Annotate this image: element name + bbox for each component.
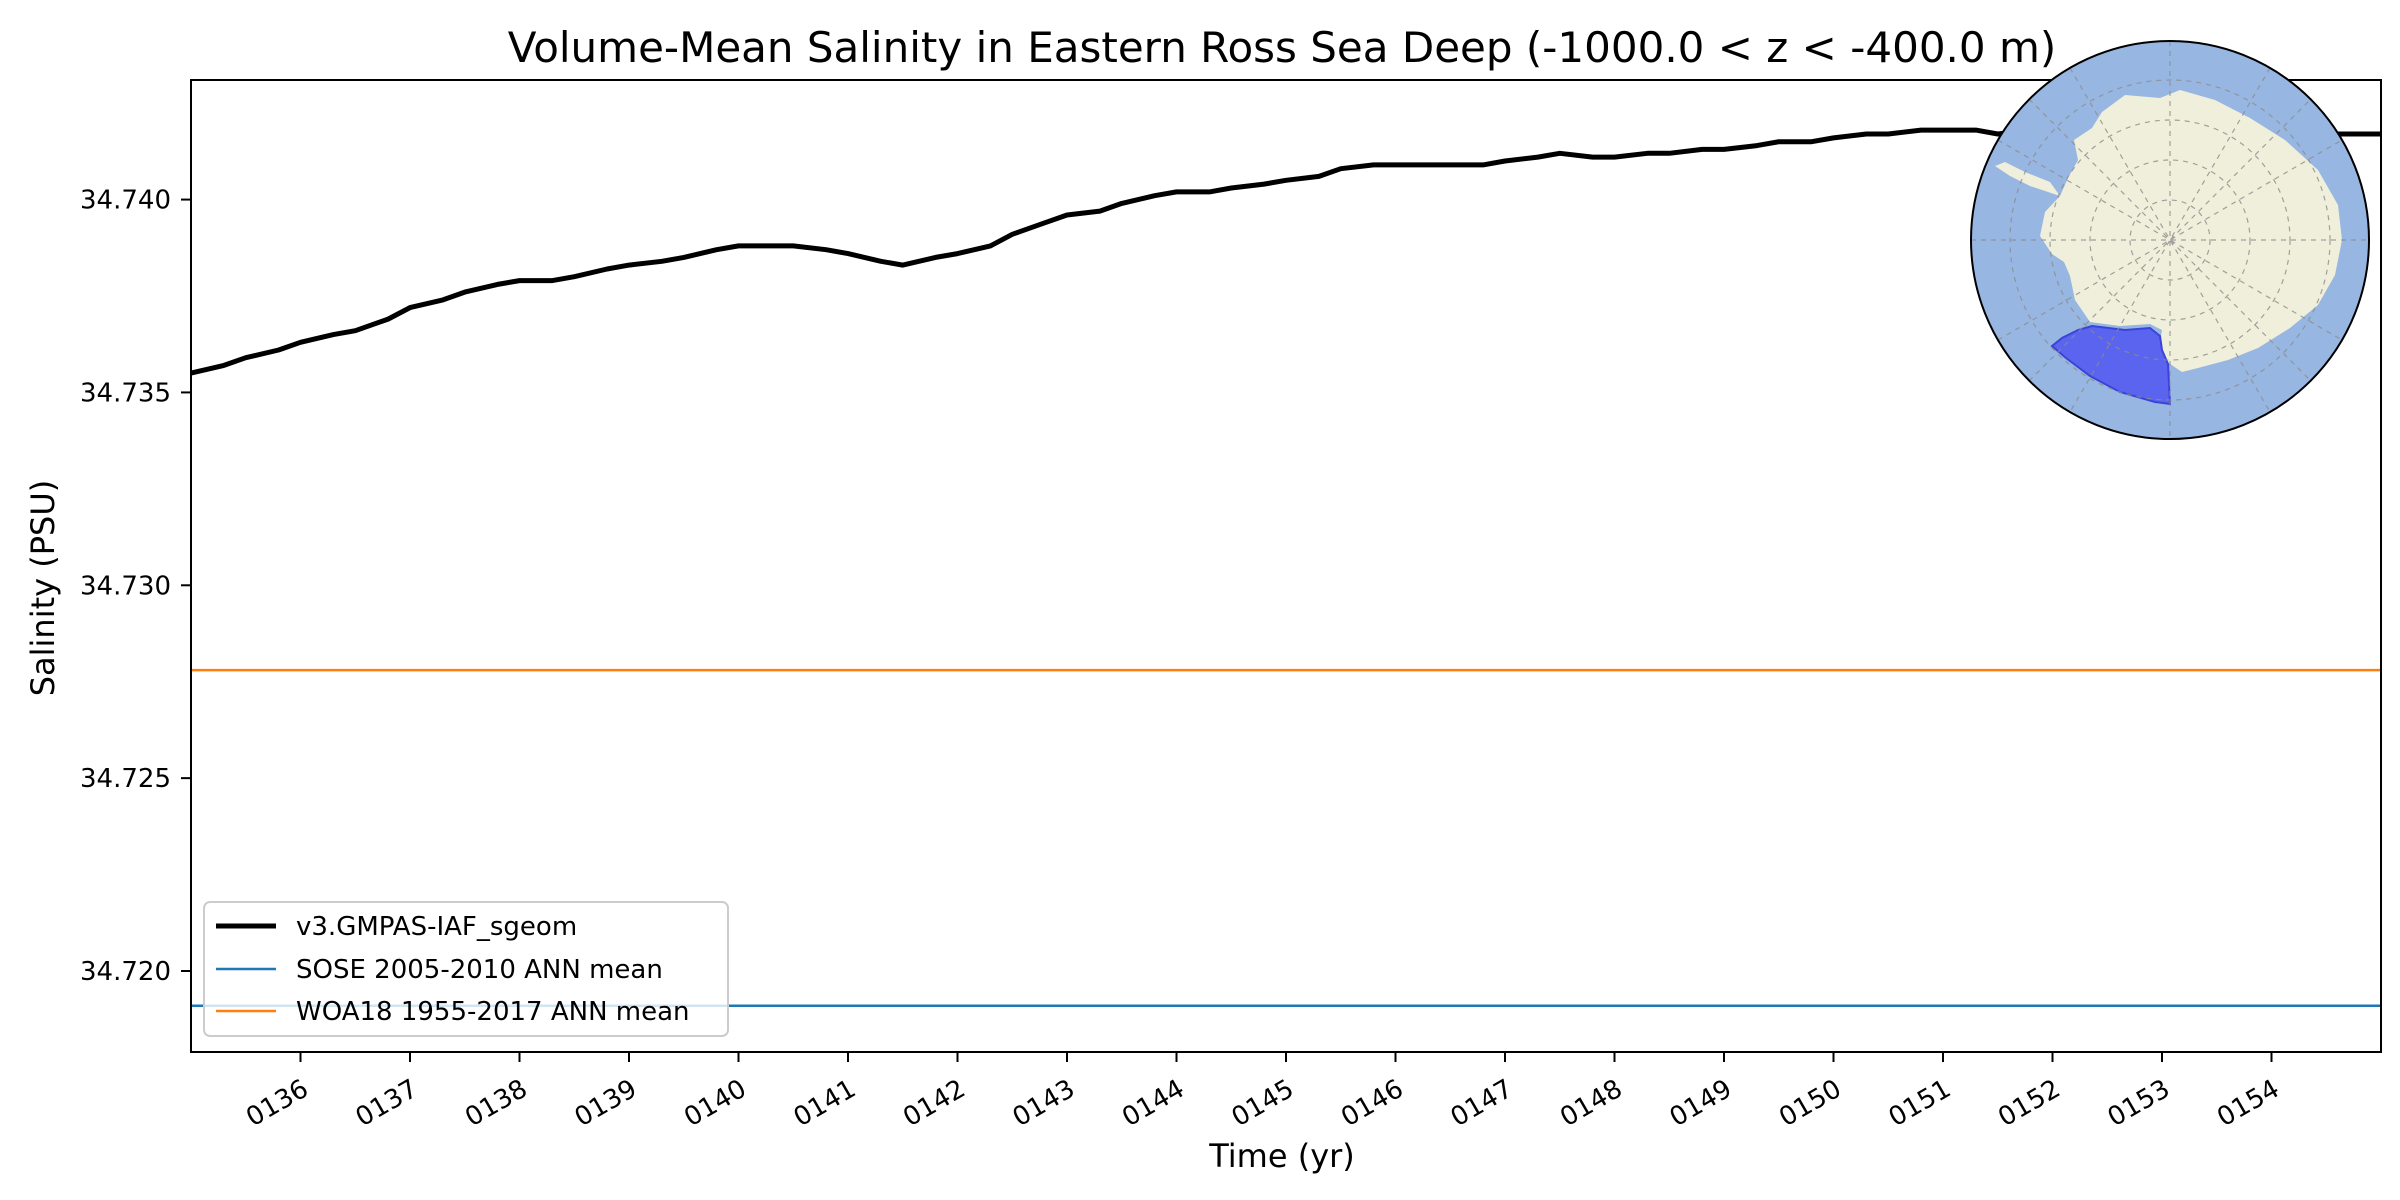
antarctic-peninsula <box>1995 162 2060 196</box>
x-tick-label: 0137 <box>351 1074 423 1133</box>
y-tick-label: 34.735 <box>80 378 171 408</box>
x-tick-label: 0153 <box>2103 1074 2175 1133</box>
inset-graticule <box>1971 41 2369 439</box>
y-tick-label: 34.740 <box>80 186 171 216</box>
x-tick-label: 0136 <box>241 1074 313 1133</box>
x-tick-label: 0142 <box>898 1074 970 1133</box>
x-tick-label: 0139 <box>570 1074 642 1133</box>
x-tick-label: 0151 <box>1884 1074 1956 1133</box>
x-tick-label: 0143 <box>1008 1074 1080 1133</box>
x-axis-label: Time (yr) <box>1208 1137 1355 1175</box>
x-tick-label: 0150 <box>1774 1074 1846 1133</box>
y-tick-label: 34.720 <box>80 957 171 987</box>
legend: v3.GMPAS-IAF_sgeom SOSE 2005-2010 ANN me… <box>203 901 729 1037</box>
legend-label-model: v3.GMPAS-IAF_sgeom <box>296 912 577 942</box>
legend-label-sose: SOSE 2005-2010 ANN mean <box>296 955 663 985</box>
chart-title: Volume-Mean Salinity in Eastern Ross Sea… <box>508 23 2057 72</box>
x-tick-label: 0140 <box>679 1074 751 1133</box>
x-tick-label: 0146 <box>1336 1074 1408 1133</box>
x-tick-label: 0148 <box>1555 1074 1627 1133</box>
y-tick-label: 34.725 <box>80 764 171 794</box>
x-tick-label: 0145 <box>1227 1074 1299 1133</box>
x-tick-label: 0141 <box>789 1074 861 1133</box>
legend-label-woa: WOA18 1955-2017 ANN mean <box>296 997 690 1027</box>
x-tick-label: 0149 <box>1665 1074 1737 1133</box>
x-tick-label: 0152 <box>1993 1074 2065 1133</box>
x-tick-label: 0147 <box>1446 1074 1518 1133</box>
y-tick-label: 34.730 <box>80 571 171 601</box>
antarctica-inset-map <box>1970 40 2370 440</box>
highlighted-region-eastern-ross-sea <box>2050 324 2172 406</box>
x-tick-label: 0138 <box>460 1074 532 1133</box>
antarctica-landmass <box>2040 90 2342 372</box>
legend-box <box>203 901 729 1037</box>
x-tick-label: 0154 <box>2212 1074 2284 1133</box>
x-tick-label: 0144 <box>1117 1074 1189 1133</box>
y-axis-label: Salinity (PSU) <box>24 480 62 697</box>
inset-border <box>1970 40 2370 440</box>
